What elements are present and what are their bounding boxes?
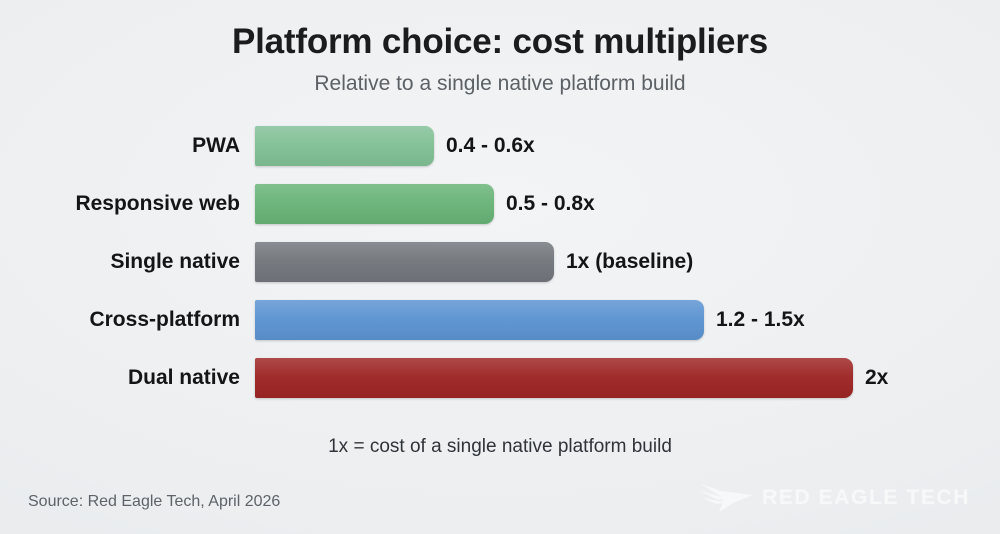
bar-value-label: 1.2 - 1.5x <box>716 308 805 331</box>
bar-gloss <box>255 358 853 398</box>
bar-row: Cross-platform 1.2 - 1.5x <box>0 298 1000 342</box>
bar-category-label: Responsive web <box>75 192 240 215</box>
bar-gloss <box>255 242 554 282</box>
brand-watermark: RED EAGLE TECH <box>699 478 970 518</box>
source-caption: Source: Red Eagle Tech, April 2026 <box>28 493 281 510</box>
bar-category-label: Single native <box>110 250 240 273</box>
bar-category-label: Cross-platform <box>89 308 240 331</box>
bar-chart-plot-area: PWA 0.4 - 0.6x Responsive web 0.5 - 0.8x Sin… <box>0 124 1000 414</box>
bar-category-label: Dual native <box>127 366 240 389</box>
bar-value-label: 0.4 - 0.6x <box>446 134 535 157</box>
bar-value-label: 1x (baseline) <box>566 250 694 273</box>
bar-value-label: 0.5 - 0.8x <box>506 192 595 215</box>
bar-row: Dual native 2x <box>0 356 1000 400</box>
bar-gloss <box>255 300 704 340</box>
bar-row: PWA 0.4 - 0.6x <box>0 124 1000 168</box>
bar-row: Single native 1x (baseline) <box>0 240 1000 284</box>
bar-dual-native <box>255 358 853 398</box>
bar-value-label: 2x <box>865 366 889 389</box>
chart-subtitle: Relative to a single native platform bui… <box>314 72 686 95</box>
bar-row: Responsive web 0.5 - 0.8x <box>0 182 1000 226</box>
bar-pwa <box>255 126 434 166</box>
chart-footnote: 1x = cost of a single native platform bu… <box>328 436 672 457</box>
bar-category-label: PWA <box>192 134 240 157</box>
eagle-icon <box>699 481 755 515</box>
bar-single-native <box>255 242 554 282</box>
bar-cross-platform <box>255 300 704 340</box>
bar-responsive-web <box>255 184 494 224</box>
bar-gloss <box>255 126 434 166</box>
watermark-text: RED EAGLE TECH <box>762 486 970 509</box>
bar-gloss <box>255 184 494 224</box>
chart-title: Platform choice: cost multipliers <box>231 22 769 61</box>
